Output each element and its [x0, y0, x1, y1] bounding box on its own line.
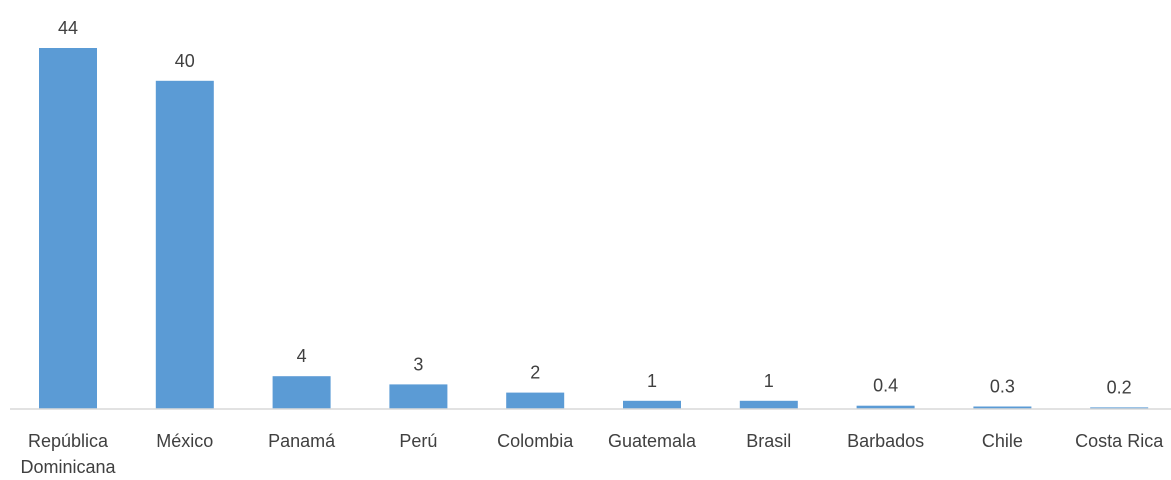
data-label-3: 3 [413, 354, 423, 374]
bar-2 [272, 376, 331, 409]
bar-3 [389, 384, 448, 409]
x-tick-label-4: Colombia [497, 431, 574, 451]
x-tick-label-line: Panamá [268, 431, 336, 451]
data-label-9: 0.2 [1107, 377, 1132, 397]
x-tick-label-line: Dominicana [20, 457, 116, 477]
bars-layer [39, 48, 1149, 410]
x-tick-label-3: Perú [399, 431, 437, 451]
data-label-1: 40 [175, 51, 195, 71]
x-tick-label-line: Perú [399, 431, 437, 451]
data-label-2: 4 [297, 346, 307, 366]
x-tick-label-line: Colombia [497, 431, 574, 451]
x-tick-labels-layer: República Dominicana México Panamá Perú Colom… [20, 431, 1164, 477]
data-labels-layer: 44 40 4 3 2 1 1 0.4 0.3 0.2 [58, 18, 1132, 397]
bar-5 [623, 400, 681, 409]
bar-9 [1090, 407, 1149, 409]
bar-8 [973, 406, 1032, 409]
bar-1 [155, 80, 214, 410]
data-label-8: 0.3 [990, 377, 1015, 397]
bar-4 [506, 392, 565, 409]
data-label-6: 1 [764, 371, 774, 391]
x-tick-label-line: México [156, 431, 213, 451]
x-tick-label-line: Costa Rica [1075, 431, 1164, 451]
data-label-4: 2 [530, 363, 540, 383]
x-tick-label-9: Costa Rica [1075, 431, 1164, 451]
bar-6 [739, 400, 798, 409]
x-tick-label-8: Chile [982, 431, 1023, 451]
x-tick-label-line: República [28, 431, 109, 451]
x-tick-label-5: Guatemala [608, 431, 697, 451]
data-label-5: 1 [647, 371, 657, 391]
data-label-7: 0.4 [873, 376, 898, 396]
x-tick-label-6: Brasil [746, 431, 791, 451]
x-tick-label-line: Guatemala [608, 431, 697, 451]
bar-7 [856, 405, 915, 409]
bar-0 [39, 48, 97, 409]
x-tick-label-0: República Dominicana [20, 431, 116, 477]
x-tick-label-line: Barbados [847, 431, 924, 451]
x-tick-label-7: Barbados [847, 431, 924, 451]
x-tick-label-line: Chile [982, 431, 1023, 451]
data-label-0: 44 [58, 18, 78, 38]
x-tick-label-2: Panamá [268, 431, 336, 451]
x-tick-label-1: México [156, 431, 213, 451]
x-tick-label-line: Brasil [746, 431, 791, 451]
